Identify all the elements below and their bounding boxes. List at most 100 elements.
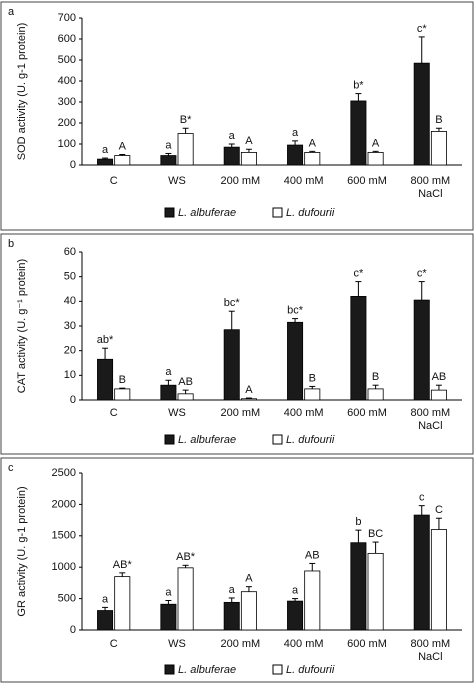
error-bar bbox=[165, 599, 172, 605]
x-tick-label: WS bbox=[168, 638, 186, 650]
bar bbox=[223, 146, 240, 166]
significance-label: c* bbox=[354, 268, 365, 280]
error-bar bbox=[182, 564, 189, 568]
legend-label: L. dufourii bbox=[286, 207, 335, 219]
bar bbox=[223, 329, 240, 401]
significance-label: A bbox=[119, 140, 127, 152]
bar bbox=[240, 591, 257, 631]
panel-letter: a bbox=[8, 6, 15, 18]
legend-label: L. albuferae bbox=[178, 207, 236, 219]
error-bar bbox=[102, 157, 109, 160]
y-axis-label: CAT activity (U. g⁻¹ protein) bbox=[16, 259, 28, 393]
bar bbox=[413, 62, 430, 166]
significance-label: B bbox=[435, 114, 442, 126]
legend-swatch bbox=[272, 207, 283, 218]
significance-label: B bbox=[119, 374, 126, 386]
significance-label: a bbox=[229, 584, 236, 596]
bar bbox=[350, 542, 367, 631]
significance-label: B* bbox=[180, 114, 192, 126]
bar bbox=[97, 158, 114, 166]
significance-label: a bbox=[292, 585, 299, 597]
significance-label: C bbox=[435, 504, 443, 516]
bar bbox=[97, 610, 114, 631]
panel-letter: c bbox=[8, 462, 14, 474]
bar bbox=[367, 552, 384, 631]
significance-label: bc* bbox=[287, 305, 304, 317]
y-tick-label: 300 bbox=[58, 96, 76, 108]
error-bar bbox=[245, 586, 252, 592]
y-tick-label: 30 bbox=[64, 320, 76, 332]
error-bar bbox=[119, 154, 126, 156]
significance-label: a bbox=[165, 366, 172, 378]
y-tick-label: 40 bbox=[64, 295, 76, 307]
bar bbox=[287, 600, 304, 631]
legend-label: L. dufourii bbox=[286, 664, 335, 676]
bar bbox=[287, 321, 304, 401]
x-tick-label: 600 mM bbox=[347, 407, 387, 419]
significance-label: A bbox=[372, 137, 380, 149]
error-bar bbox=[102, 606, 109, 611]
x-tick-label: 200 mM bbox=[220, 638, 260, 650]
legend-swatch bbox=[164, 434, 175, 445]
significance-label: a bbox=[229, 130, 236, 142]
error-bar bbox=[119, 387, 126, 389]
y-tick-label: 1500 bbox=[52, 530, 76, 542]
legend-label: L. albuferae bbox=[178, 434, 236, 446]
significance-label: a bbox=[102, 593, 109, 605]
y-tick-label: 200 bbox=[58, 117, 76, 129]
y-tick-label: 400 bbox=[58, 75, 76, 87]
bar bbox=[114, 155, 131, 166]
error-bar bbox=[245, 397, 252, 399]
significance-label: BC bbox=[368, 528, 383, 540]
error-bar bbox=[309, 150, 316, 153]
y-tick-label: 2000 bbox=[52, 498, 76, 510]
bar bbox=[304, 388, 321, 401]
y-tick-label: 0 bbox=[70, 394, 76, 406]
bar bbox=[350, 100, 367, 166]
bar bbox=[430, 529, 447, 631]
error-bar bbox=[418, 281, 425, 301]
y-axis-label: SOD activity (U. g-1 protein) bbox=[16, 23, 28, 161]
x-axis-label: NaCl bbox=[418, 420, 442, 432]
bar bbox=[97, 358, 114, 401]
bar bbox=[177, 133, 194, 166]
error-bar bbox=[418, 505, 425, 516]
bar bbox=[287, 144, 304, 166]
x-tick-label: 600 mM bbox=[347, 175, 387, 187]
legend-swatch bbox=[164, 207, 175, 218]
panel-frame bbox=[0, 233, 474, 455]
bar bbox=[413, 299, 430, 401]
y-axis-label: GR activity (U. g-1 protein) bbox=[16, 486, 28, 616]
significance-label: bc* bbox=[224, 297, 241, 309]
x-axis-label: NaCl bbox=[418, 651, 442, 663]
significance-label: AB bbox=[305, 549, 320, 561]
bar bbox=[304, 570, 321, 631]
y-tick-label: 0 bbox=[70, 624, 76, 636]
legend-swatch bbox=[272, 664, 283, 675]
x-tick-label: 400 mM bbox=[284, 638, 324, 650]
bar bbox=[413, 514, 430, 631]
panel-frame bbox=[0, 457, 474, 683]
y-tick-label: 10 bbox=[64, 369, 76, 381]
error-bar bbox=[292, 598, 299, 602]
x-tick-label: WS bbox=[168, 175, 186, 187]
significance-label: AB bbox=[178, 376, 193, 388]
error-bar bbox=[309, 562, 316, 571]
bar bbox=[350, 295, 367, 401]
significance-label: A bbox=[309, 137, 317, 149]
y-tick-label: 500 bbox=[58, 593, 76, 605]
bar bbox=[240, 151, 257, 166]
error-bar bbox=[165, 152, 172, 156]
y-tick-label: 100 bbox=[58, 138, 76, 150]
bar bbox=[240, 398, 257, 401]
bar bbox=[304, 151, 321, 166]
bar bbox=[430, 389, 447, 401]
error-bar bbox=[182, 127, 189, 134]
significance-label: a bbox=[102, 144, 109, 156]
error-bar bbox=[435, 384, 442, 391]
error-bar bbox=[165, 379, 172, 386]
bar bbox=[367, 388, 384, 401]
legend-label: L. dufourii bbox=[286, 434, 335, 446]
significance-label: AB* bbox=[176, 551, 196, 563]
